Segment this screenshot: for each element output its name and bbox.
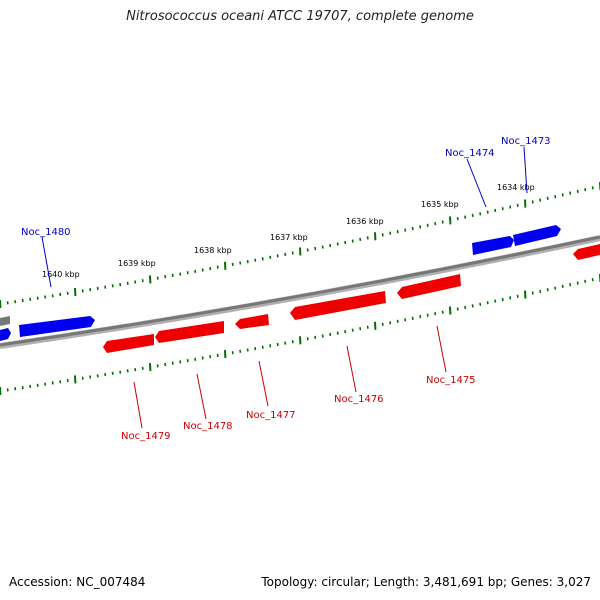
accession-text: Accession: NC_007484 bbox=[9, 575, 146, 589]
gene-label-noc-1480[interactable]: Noc_1480 bbox=[21, 227, 71, 238]
forward-genes bbox=[0, 225, 561, 341]
gene-arrow-noc-1480[interactable] bbox=[19, 316, 95, 337]
gene-label-noc-1474[interactable]: Noc_1474 bbox=[445, 148, 495, 159]
scale-label-1635: 1635 kbp bbox=[421, 200, 459, 209]
scale-label-1639: 1639 kbp bbox=[118, 259, 156, 268]
scale-label-1634: 1634 kbp bbox=[497, 183, 535, 192]
gene-label-noc-1476[interactable]: Noc_1476 bbox=[334, 394, 384, 405]
gene-arrow-noc-1476[interactable] bbox=[290, 291, 386, 320]
label-leaders bbox=[41, 146, 528, 429]
scale-label-1638: 1638 kbp bbox=[194, 246, 232, 255]
gene-arrow-noc-1477[interactable] bbox=[235, 314, 269, 329]
scale-label-1640: 1640 kbp bbox=[42, 270, 80, 279]
gene-label-noc-1475[interactable]: Noc_1475 bbox=[426, 375, 476, 386]
backbone bbox=[0, 235, 600, 349]
gene-label-noc-1479[interactable]: Noc_1479 bbox=[121, 431, 171, 442]
gene-arrow-noc-1479[interactable] bbox=[103, 334, 154, 353]
scale-label-1637: 1637 kbp bbox=[270, 233, 308, 242]
backbone-end-stub bbox=[0, 316, 10, 326]
gene-arrow-fwd-left-stub[interactable] bbox=[0, 328, 11, 341]
gene-arrow-rev-right-stub[interactable] bbox=[573, 244, 600, 260]
genome-summary-text: Topology: circular; Length: 3,481,691 bp… bbox=[261, 575, 591, 589]
gene-arrow-noc-1473[interactable] bbox=[513, 225, 561, 246]
gene-label-noc-1477[interactable]: Noc_1477 bbox=[246, 410, 296, 421]
gene-arrow-noc-1474[interactable] bbox=[472, 236, 514, 255]
gene-arrow-noc-1478[interactable] bbox=[155, 321, 224, 343]
tick-rows bbox=[0, 182, 600, 396]
gene-label-noc-1478[interactable]: Noc_1478 bbox=[183, 421, 233, 432]
map-title: Nitrosococcus oceani ATCC 19707, complet… bbox=[126, 9, 474, 24]
scale-label-1636: 1636 kbp bbox=[346, 217, 384, 226]
gene-arrow-noc-1475[interactable] bbox=[397, 274, 461, 299]
reverse-genes bbox=[103, 244, 600, 353]
gene-label-noc-1473[interactable]: Noc_1473 bbox=[501, 136, 551, 147]
